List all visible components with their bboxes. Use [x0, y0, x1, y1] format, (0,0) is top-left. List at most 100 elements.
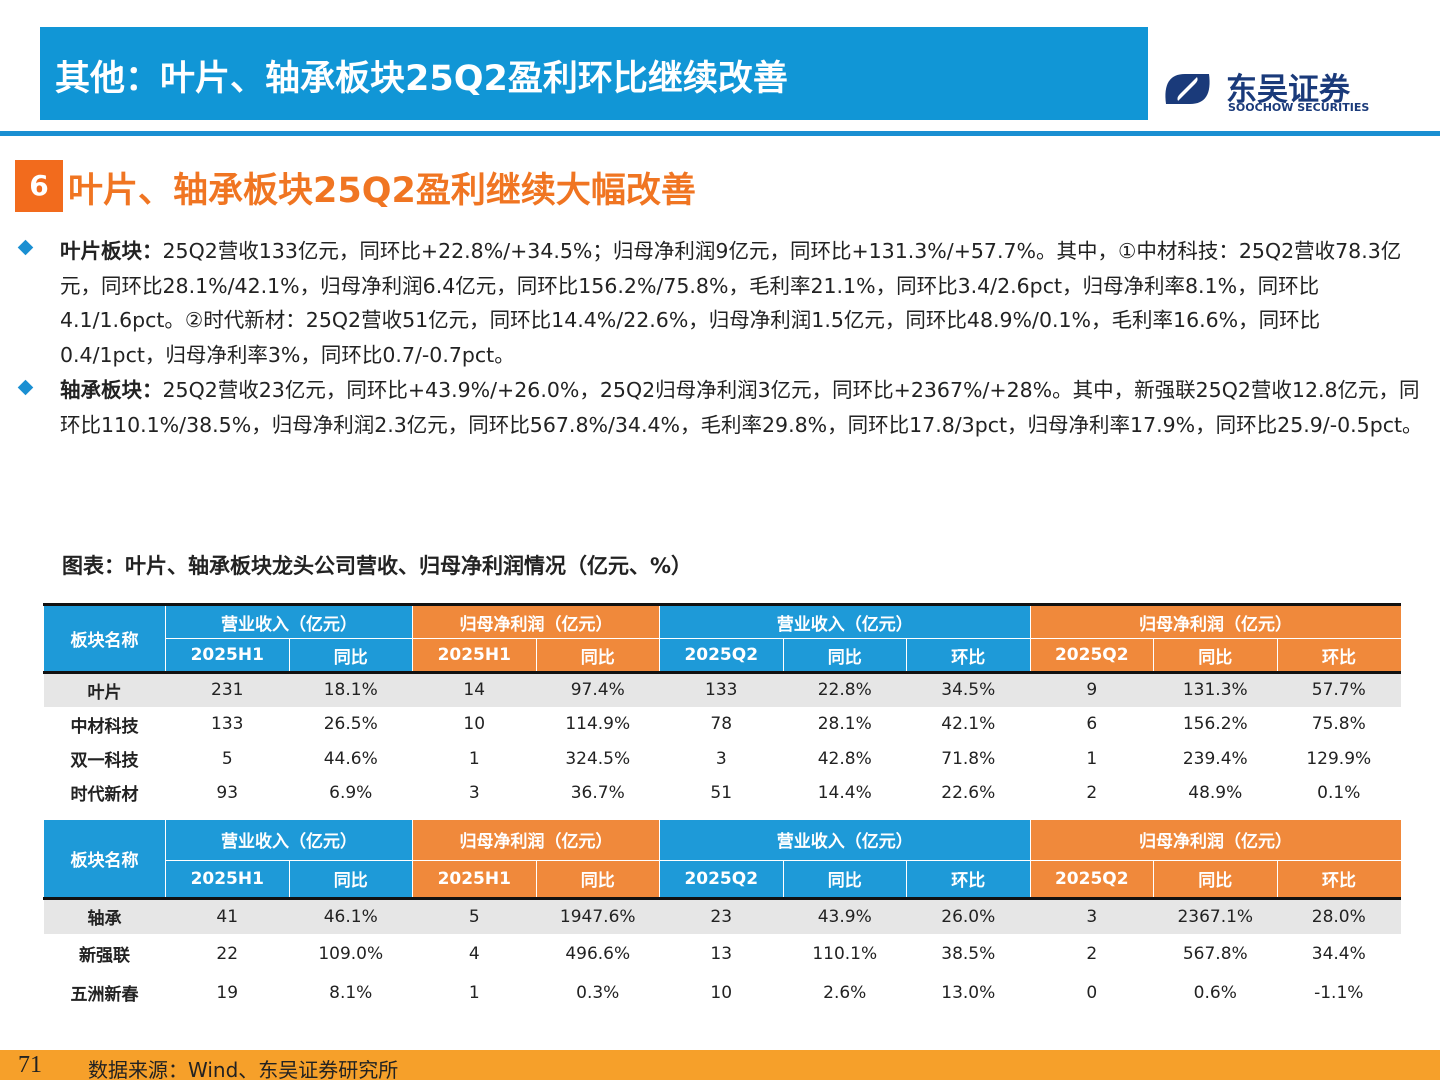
- table-cell: 133: [705, 680, 738, 701]
- table-cell: 叶片: [87, 682, 122, 703]
- table-cell: 48.9%: [1188, 782, 1243, 803]
- table-cell: 2: [1086, 943, 1098, 964]
- table-cell: 14: [463, 680, 486, 701]
- table-cell: 129.9%: [1306, 748, 1372, 769]
- bullet: 轴承板块：25Q2营收23亿元，同环比+43.9%/+26.0%，25Q2归母净…: [60, 373, 1425, 442]
- logo-icon: [1165, 74, 1210, 104]
- table-cell: 1947.6%: [559, 906, 636, 927]
- table-cell: 496.6%: [565, 943, 631, 964]
- table-row: 轴承 41 46.1% 5 1947.6% 23 43.9% 26.0% 3 2367.1% 28.…: [43, 898, 1401, 934]
- table-cell: 0.6%: [1193, 982, 1237, 1003]
- table-cell: 38.5%: [941, 943, 996, 964]
- table-cell: 41: [216, 906, 239, 927]
- table-cell: 5: [221, 748, 233, 769]
- table-cell: 110.1%: [812, 943, 878, 964]
- header-cell: 归母净利润（亿元）: [1029, 604, 1401, 639]
- table-row: 叶片 231 18.1% 14 97.4% 133 22.8% 34.5% 9 131.3% 57.…: [43, 672, 1401, 707]
- table-cell: 3: [468, 782, 480, 803]
- table-cell: 6.9%: [329, 782, 373, 803]
- table-cell: 28.0%: [1311, 906, 1366, 927]
- table-row: 五洲新春 19 8.1% 1 0.3% 10 2.6% 13.0% 0 0.6% -1.1%: [44, 973, 1401, 1012]
- table-cell: 78: [710, 714, 733, 734]
- table-cell: 2: [1086, 782, 1098, 803]
- table-cell: 93: [216, 782, 239, 803]
- table-cell: 71.8%: [941, 748, 996, 769]
- section-title: 叶片、轴承板块25Q2盈利继续大幅改善: [68, 171, 696, 211]
- table-cell: 324.5%: [565, 748, 631, 769]
- header-cell: 同比: [782, 859, 907, 898]
- header-cell: 同比: [782, 638, 907, 673]
- page-number: 71: [18, 1052, 42, 1078]
- table-cell: 22: [216, 943, 239, 964]
- table-cell: 0.1%: [1317, 782, 1361, 803]
- bullet-text: 25Q2营收23亿元，同环比+43.9%/+26.0%，25Q2归母净利润3亿元…: [60, 378, 1423, 437]
- table-cell: 1: [1086, 748, 1098, 769]
- table-cell: 22.8%: [817, 680, 872, 701]
- table-cell: 133: [211, 714, 244, 734]
- source: 数据来源：Wind、东吴证券研究所: [88, 1058, 399, 1082]
- header-cell: 营业收入（亿元）: [659, 604, 1031, 639]
- table-cell: 0.3%: [576, 982, 620, 1003]
- figure-title: 图表：叶片、轴承板块龙头公司营收、归母净利润情况（亿元、%）: [62, 554, 693, 578]
- table-cell: 231: [211, 680, 244, 701]
- header-cell: 营业收入（亿元）: [659, 820, 1031, 860]
- table-cell: 22.6%: [941, 782, 996, 803]
- header-cell: 同比: [288, 638, 413, 673]
- table-cell: 10: [463, 714, 486, 734]
- table-cell: 2.6%: [823, 982, 867, 1003]
- table-cell: 轴承: [87, 909, 122, 930]
- table-row: 中材科技 133 26.5% 10 114.9% 78 28.1% 42.1% 6 156.2% 7…: [44, 707, 1401, 742]
- table-cell: 14.4%: [817, 782, 872, 803]
- bullet-label: 轴承板块：: [60, 378, 163, 402]
- table-cell: 34.5%: [941, 680, 996, 701]
- header-cell: 2025H1: [165, 638, 289, 673]
- table-cell: 26.0%: [941, 906, 996, 927]
- table-cell: 19: [216, 982, 239, 1003]
- table-row: 时代新材 93 6.9% 3 36.7% 51 14.4% 22.6% 2 48.9% 0.1%: [44, 776, 1401, 810]
- footer-bar: [0, 1050, 1440, 1080]
- table-cell: 36.7%: [570, 782, 625, 803]
- section-number: 6: [15, 160, 63, 212]
- header-bar: [40, 27, 1148, 120]
- table-cell: 44.6%: [323, 748, 378, 769]
- table-cell: 239.4%: [1182, 748, 1248, 769]
- header-row: 2025H1 同比 2025H1 同比 2025Q2 同比 环比 2025Q2 同比 环比: [43, 638, 1401, 673]
- table-cell: 9: [1086, 680, 1098, 701]
- table-cell: 6: [1086, 714, 1098, 734]
- header-cell: 同比: [535, 859, 660, 898]
- header-cell: 环比: [1276, 638, 1401, 673]
- bullet-label: 叶片板块：: [60, 239, 163, 263]
- table-cell: 五洲新春: [70, 985, 139, 1005]
- bullet-icon: [17, 239, 34, 256]
- header-cell: 2025Q2: [1029, 638, 1154, 673]
- header-cell: 环比: [906, 638, 1031, 673]
- table-cell: 26.5%: [323, 714, 378, 734]
- bullet: 叶片板块：25Q2营收133亿元，同环比+22.8%/+34.5%；归母净利润9…: [60, 234, 1425, 372]
- table-cell: 3: [1086, 906, 1098, 927]
- header-title: 其他：叶片、轴承板块25Q2盈利环比继续改善: [55, 59, 788, 99]
- bullet-icon: [17, 379, 34, 396]
- table-cell: 3: [715, 748, 727, 769]
- header-cell: 归母净利润（亿元）: [412, 820, 660, 860]
- bullet-text: 25Q2营收133亿元，同环比+22.8%/+34.5%；归母净利润9亿元，同环…: [60, 239, 1402, 367]
- table-cell: -1.1%: [1314, 982, 1364, 1003]
- header-row: 板块名称 营业收入（亿元） 归母净利润（亿元） 营业收入（亿元） 归母净利润（亿元）: [43, 604, 1401, 673]
- table-cell: 时代新材: [70, 785, 139, 805]
- table-cell: 2367.1%: [1177, 906, 1254, 927]
- table-cell: 34.4%: [1311, 943, 1366, 964]
- header-cell: 归母净利润（亿元）: [1029, 820, 1401, 860]
- table-cell: 0: [1086, 982, 1098, 1003]
- header-cell: 2025Q2: [659, 859, 783, 898]
- header-cell: 2025H1: [412, 859, 536, 898]
- header-cell: 同比: [1153, 859, 1278, 898]
- table-cell: 109.0%: [318, 943, 384, 964]
- header-cell: 同比: [288, 859, 413, 898]
- table-cell: 114.9%: [565, 714, 631, 734]
- table-cell: 97.4%: [570, 680, 625, 701]
- header-row: 2025H1 同比 2025H1 同比 2025Q2 同比 环比 2025Q2 同比 环比: [43, 859, 1401, 898]
- logo-cn: 东吴证券: [1226, 72, 1350, 108]
- table-cell: 43.9%: [817, 906, 872, 927]
- table-cell: 131.3%: [1182, 680, 1248, 701]
- table-cell: 156.2%: [1182, 714, 1248, 734]
- table-cell: 8.1%: [329, 982, 373, 1003]
